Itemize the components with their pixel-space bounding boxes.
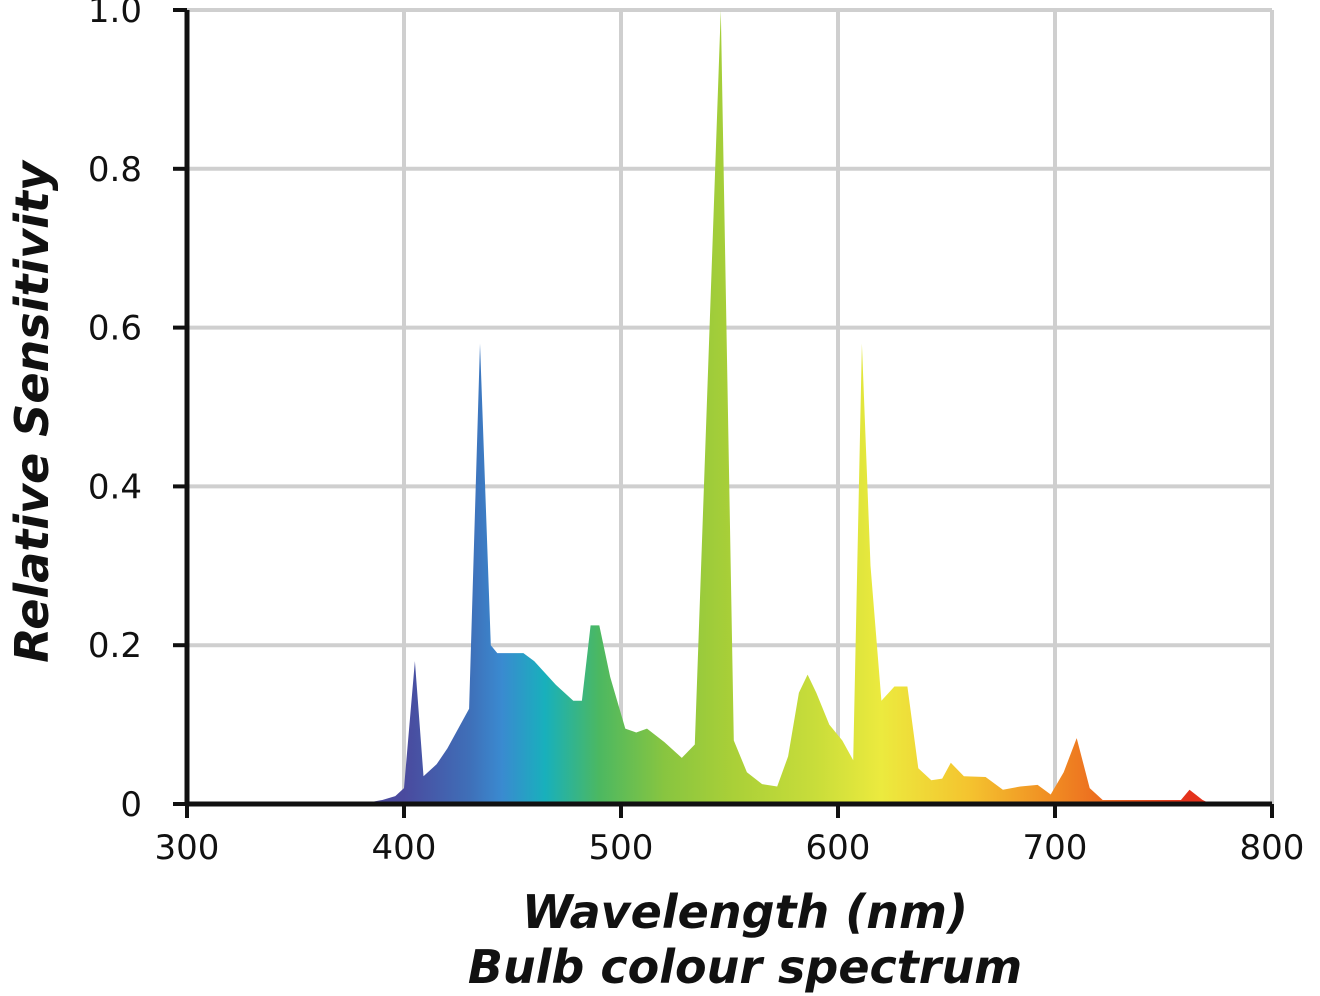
y-tick-label-4: 0.8	[88, 150, 142, 190]
y-tick-labels: 0 0.2 0.4 0.6 0.8 1.0	[88, 0, 142, 825]
x-tick-label-2: 500	[589, 828, 654, 868]
y-tick-label-5: 1.0	[88, 0, 142, 31]
chart-subtitle: Bulb colour spectrum	[468, 940, 1022, 994]
spectrum-area	[187, 10, 1272, 804]
x-tick-labels: 300 400 500 600 700 800	[155, 828, 1305, 868]
x-tick-label-1: 400	[372, 828, 437, 868]
x-tick-label-5: 800	[1240, 828, 1305, 868]
y-tick-label-2: 0.4	[88, 467, 142, 507]
x-tick-label-4: 700	[1023, 828, 1088, 868]
y-tick-label-1: 0.2	[88, 626, 142, 666]
y-tick-label-0: 0	[120, 785, 142, 825]
axes	[173, 8, 1274, 818]
x-axis-title: Wavelength (nm)	[522, 885, 968, 939]
y-tick-label-3: 0.6	[88, 309, 142, 349]
x-tick-label-0: 300	[155, 828, 220, 868]
y-axis-title: Relative Sensitivity	[5, 159, 59, 663]
x-tick-label-3: 600	[806, 828, 871, 868]
